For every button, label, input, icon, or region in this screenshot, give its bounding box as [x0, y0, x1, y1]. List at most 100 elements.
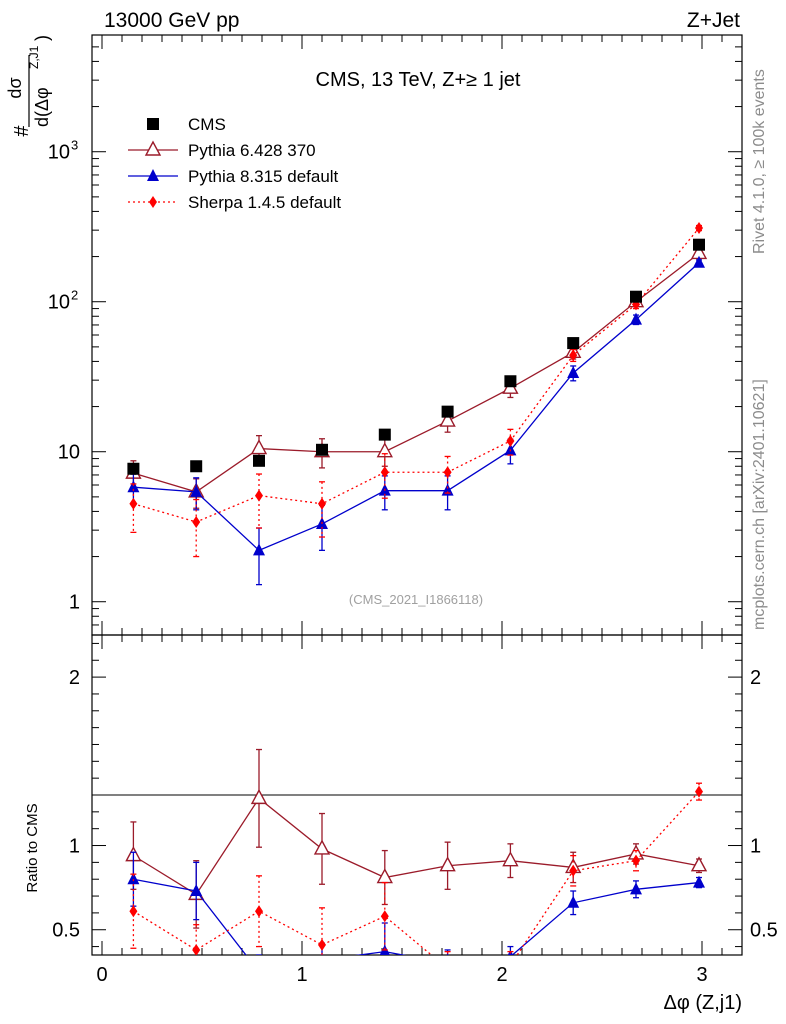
ratio-point-sherpa-1-4-5-default: [255, 905, 263, 918]
chart-title: CMS, 13 TeV, Z+≥ 1 jet: [316, 69, 521, 91]
data-layer: [125, 222, 708, 977]
ratio-line-sherpa-1-4-5-default: [133, 791, 700, 955]
point-pythia-6-428-370: [376, 442, 393, 458]
ratio-tick-label-right: 1: [750, 836, 761, 858]
x-tick-label: 2: [496, 964, 507, 986]
point-pythia-6-428-370: [439, 411, 456, 427]
point-sherpa-1-4-5-default: [443, 466, 452, 479]
point-cms: [253, 454, 265, 467]
series-line-pythia-6-428-370: [133, 252, 700, 493]
point-cms: [441, 405, 454, 418]
analysis-id: (CMS_2021_I1866118): [349, 592, 483, 607]
y-tick-label: 10: [58, 442, 80, 464]
x-tick-label: 0: [96, 964, 107, 986]
legend: CMS Pythia 6.428 370 Pythia 8.315 default S…: [128, 115, 341, 212]
legend-item-pythia-6-428-370: Pythia 6.428 370: [128, 140, 316, 160]
ratio-panel-data: [125, 748, 708, 977]
point-sherpa-1-4-5-default: [192, 516, 201, 529]
legend-label-pythia-6-428-370: Pythia 6.428 370: [188, 141, 316, 160]
ylabel-prefix: #: [11, 125, 33, 137]
ratio-point-sherpa-1-4-5-default: [129, 905, 138, 918]
x-axis-label: Δφ (Z,j1): [663, 992, 742, 1014]
ratio-point-sherpa-1-4-5-default: [318, 938, 326, 951]
ratio-point-sherpa-1-4-5-default: [380, 910, 389, 923]
ratio-point-sherpa-1-4-5-default: [695, 785, 703, 798]
main-panel-data: [125, 222, 708, 586]
point-cms: [567, 337, 580, 350]
point-sherpa-1-4-5-default: [506, 434, 515, 447]
ratio-point-sherpa-1-4-5-default: [569, 864, 578, 877]
mcplots-label: mcplots.cern.ch [arXiv:2401.10621]: [751, 379, 768, 630]
point-pythia-8-315-default: [567, 365, 580, 378]
ylabel-numerator: dσ: [5, 77, 25, 98]
point-pythia-8-315-default: [441, 483, 454, 496]
legend-item-sherpa-1-4-5-default: Sherpa 1.4.5 default: [128, 193, 341, 212]
y-tick-label: 10: [48, 292, 70, 314]
series-line-sherpa-1-4-5-default: [133, 227, 700, 523]
point-pythia-8-315-default: [630, 312, 642, 325]
point-pythia-8-315-default: [693, 255, 705, 268]
ratio-point-pythia-6-428-370: [313, 839, 331, 855]
x-tick-label: 3: [696, 964, 707, 986]
ratio-point-pythia-8-315-default: [253, 965, 265, 977]
ratio-point-sherpa-1-4-5-default: [632, 854, 640, 867]
point-sherpa-1-4-5-default: [569, 349, 578, 362]
ratio-point-pythia-8-315-default: [630, 882, 642, 895]
ratio-point-pythia-8-315-default: [379, 944, 390, 955]
point-cms: [693, 238, 705, 251]
ratio-tick-label: 1: [69, 836, 80, 858]
point-sherpa-1-4-5-default: [695, 222, 703, 235]
ratio-tick-label-right: 0.5: [750, 920, 778, 942]
header-right-label: Z+Jet: [687, 9, 740, 32]
ratio-tick-label-right: 2: [750, 667, 761, 689]
ylabel-denominator: d(Δφ: [32, 87, 52, 127]
point-sherpa-1-4-5-default: [380, 466, 389, 479]
y-tick-label-exponent: 2: [71, 288, 78, 303]
point-pythia-8-315-default: [190, 484, 203, 497]
legend-marker-cms: [147, 118, 159, 130]
ratio-point-pythia-6-428-370: [502, 851, 519, 867]
point-cms: [630, 290, 642, 303]
ylabel-superscript: Z,J1: [27, 45, 41, 69]
legend-item-pythia-8-315-default: Pythia 8.315 default: [128, 167, 339, 186]
ratio-line-pythia-8-315-default: [133, 878, 700, 955]
legend-label-sherpa-1-4-5-default: Sherpa 1.4.5 default: [188, 193, 341, 212]
legend-marker-pythia-6-428-370: [144, 140, 162, 156]
ratio-tick-label: 2: [69, 667, 80, 689]
ylabel-close: ): [32, 35, 52, 41]
ratio-point-pythia-6-428-370: [250, 788, 268, 805]
ratio-point-pythia-8-315-default: [567, 895, 580, 908]
point-sherpa-1-4-5-default: [255, 489, 263, 502]
point-sherpa-1-4-5-default: [318, 497, 326, 510]
point-cms: [316, 443, 328, 456]
point-sherpa-1-4-5-default: [129, 497, 138, 510]
point-pythia-6-428-370: [250, 439, 268, 455]
legend-marker-sherpa-1-4-5-default: [149, 196, 157, 208]
ratio-point-pythia-8-315-default: [693, 875, 705, 888]
y-axis-label-ratio: Ratio to CMS: [24, 803, 41, 892]
y-axis-label-main: # dσ d(Δφ Z,J1 ): [5, 35, 52, 137]
ratio-point-pythia-6-428-370: [439, 856, 456, 872]
y-tick-label: 10: [48, 142, 70, 164]
series-line-pythia-8-315-default: [133, 262, 700, 552]
legend-item-cms: CMS: [147, 115, 226, 134]
ratio-point-sherpa-1-4-5-default: [192, 943, 201, 955]
ratio-line-pythia-6-428-370: [133, 797, 700, 896]
ratio-point-sherpa-1-4-5-default: [444, 962, 452, 974]
point-cms: [504, 375, 517, 388]
ratio-point-pythia-6-428-370: [690, 856, 708, 872]
y-tick-label: 1: [69, 592, 80, 614]
rivet-label: Rivet 4.1.0, ≥ 100k events: [751, 69, 768, 254]
ratio-point-sherpa-1-4-5-default: [506, 959, 514, 971]
x-tick-label: 1: [296, 964, 307, 986]
point-cms: [127, 462, 140, 475]
legend-label-pythia-8-315-default: Pythia 8.315 default: [188, 167, 339, 186]
ratio-point-pythia-8-315-default: [190, 884, 203, 896]
ratio-point-pythia-8-315-default: [127, 872, 140, 885]
header-left-label: 13000 GeV pp: [104, 9, 239, 32]
point-pythia-8-315-default: [253, 543, 265, 556]
ratio-point-pythia-8-315-default: [442, 956, 454, 968]
point-pythia-8-315-default: [127, 480, 140, 493]
